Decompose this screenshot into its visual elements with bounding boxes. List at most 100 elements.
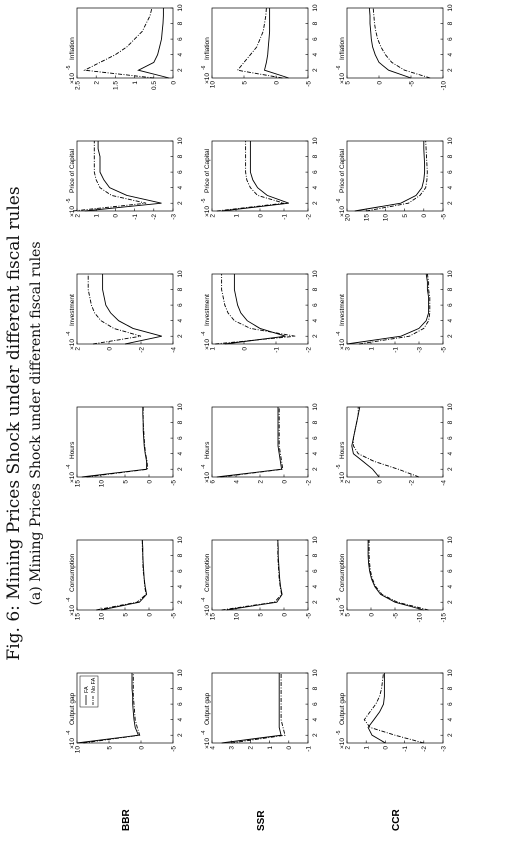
- x-tick-label: 6: [312, 303, 319, 307]
- y-tick-label: -2: [408, 480, 415, 486]
- y-tick-label: 0: [170, 81, 177, 85]
- x-tick-label: 2: [447, 467, 454, 471]
- y-tick-label: 5: [402, 214, 409, 218]
- panel-title: Hours: [69, 441, 76, 459]
- x-tick-label: 10: [177, 669, 184, 677]
- y-tick-label: 10: [98, 480, 105, 488]
- x-tick-label: 2: [312, 201, 319, 205]
- plot-frame: [211, 140, 309, 212]
- y-multiplier: ×10: [204, 206, 211, 217]
- y-tick-label: -3: [416, 347, 423, 353]
- y-multiplier: ×10: [204, 339, 211, 350]
- y-tick-label: -1: [402, 746, 409, 752]
- x-tick-label: 10: [447, 270, 454, 278]
- y-multiplier: ×10: [339, 339, 346, 350]
- y-tick-label: -4: [170, 347, 177, 353]
- y-tick-label: -10: [440, 81, 447, 91]
- x-tick-label: 8: [447, 287, 454, 291]
- y-exponent: -4: [201, 464, 207, 469]
- series-line-no-fa: [73, 141, 147, 212]
- panel-title: Consumption: [69, 553, 76, 592]
- x-tick-label: 8: [447, 21, 454, 25]
- panel-title: Inflation: [339, 37, 346, 60]
- y-tick-label: -5: [170, 746, 177, 752]
- x-tick-label: 8: [312, 686, 319, 690]
- x-tick-label: 10: [447, 536, 454, 544]
- panel-bbr-consumption: 2 4 6 8 10 -5 0 5 10 15×10 -4 Consumption: [66, 536, 184, 620]
- y-tick-label: 2.5: [74, 81, 81, 90]
- x-tick-label: 10: [177, 536, 184, 544]
- y-exponent: -5: [66, 198, 72, 203]
- panel-title: Price of Capital: [339, 148, 346, 193]
- y-tick-label: -5: [305, 81, 312, 87]
- y-tick-label: 1: [267, 746, 274, 750]
- x-tick-label: 6: [312, 37, 319, 41]
- x-tick-label: 10: [312, 669, 319, 677]
- x-tick-label: 6: [312, 170, 319, 174]
- panel-title: Investment: [204, 294, 211, 326]
- panel-title: Output gap: [69, 692, 76, 725]
- plot-frame: [211, 273, 309, 345]
- x-tick-label: 10: [447, 4, 454, 12]
- panel-title: Price of Capital: [69, 148, 76, 193]
- y-tick-label: 2: [344, 480, 351, 484]
- series-line-no-fa: [372, 7, 431, 79]
- y-exponent: -4: [201, 730, 207, 735]
- x-tick-label: 10: [177, 403, 184, 411]
- series-line-fa: [221, 673, 282, 744]
- panel-title: Investment: [69, 294, 76, 326]
- x-tick-label: 6: [447, 37, 454, 41]
- y-tick-label: 10: [209, 81, 216, 89]
- y-tick-label: 10: [383, 214, 390, 222]
- x-tick-label: 6: [447, 303, 454, 307]
- x-tick-label: 6: [177, 436, 184, 440]
- panel-ccr-price-of-capital: 2 4 6 8 10 -5 0 5 10 15 20×10 -6 Price of Capital: [336, 137, 454, 221]
- y-tick-label: -1: [132, 214, 139, 220]
- x-tick-label: 10: [177, 137, 184, 145]
- y-exponent: -4: [201, 597, 207, 602]
- y-tick-label: 0: [376, 480, 383, 484]
- x-tick-label: 8: [177, 21, 184, 25]
- y-tick-label: -2: [421, 746, 428, 752]
- y-multiplier: ×10: [339, 605, 346, 616]
- y-exponent: -5: [336, 730, 342, 735]
- y-tick-label: 0: [113, 214, 120, 218]
- y-multiplier: ×10: [69, 73, 76, 84]
- y-tick-label: -1: [305, 746, 312, 752]
- y-tick-label: -2: [151, 214, 158, 220]
- panel-ssr-investment: 2 4 6 8 10 -2 -1 0 1×10 -4 Investment: [201, 270, 319, 353]
- x-tick-label: 8: [177, 287, 184, 291]
- x-tick-label: 4: [177, 318, 184, 322]
- x-tick-label: 10: [447, 403, 454, 411]
- series-line-fa: [354, 141, 426, 212]
- y-tick-label: 0: [146, 480, 153, 484]
- x-tick-label: 8: [312, 553, 319, 557]
- x-tick-label: 4: [312, 52, 319, 56]
- x-tick-label: 6: [312, 436, 319, 440]
- y-tick-label: 1: [132, 81, 139, 85]
- y-exponent: -5: [336, 597, 342, 602]
- y-multiplier: ×10: [339, 206, 346, 217]
- y-tick-label: 0: [273, 81, 280, 85]
- y-tick-label: 1: [233, 214, 240, 218]
- y-tick-label: 2: [257, 480, 264, 484]
- y-exponent: -4: [66, 331, 72, 336]
- y-tick-label: -1: [281, 214, 288, 220]
- series-line-fa: [368, 7, 412, 79]
- series-line-no-fa: [231, 673, 286, 744]
- y-tick-label: -2: [305, 347, 312, 353]
- panel-title: Inflation: [204, 37, 211, 60]
- x-tick-label: 2: [447, 334, 454, 338]
- y-tick-label: 10: [74, 746, 81, 754]
- y-tick-label: 1: [94, 214, 101, 218]
- panel-ccr-investment: 2 4 6 8 10 -5 -3 -1 1 3×10 -4 Investment: [336, 270, 454, 353]
- y-tick-label: 0: [281, 613, 288, 617]
- x-tick-label: 6: [177, 303, 184, 307]
- x-tick-label: 8: [177, 420, 184, 424]
- x-tick-label: 2: [312, 733, 319, 737]
- panel-title: Hours: [204, 441, 211, 459]
- series-line-no-fa: [86, 407, 149, 478]
